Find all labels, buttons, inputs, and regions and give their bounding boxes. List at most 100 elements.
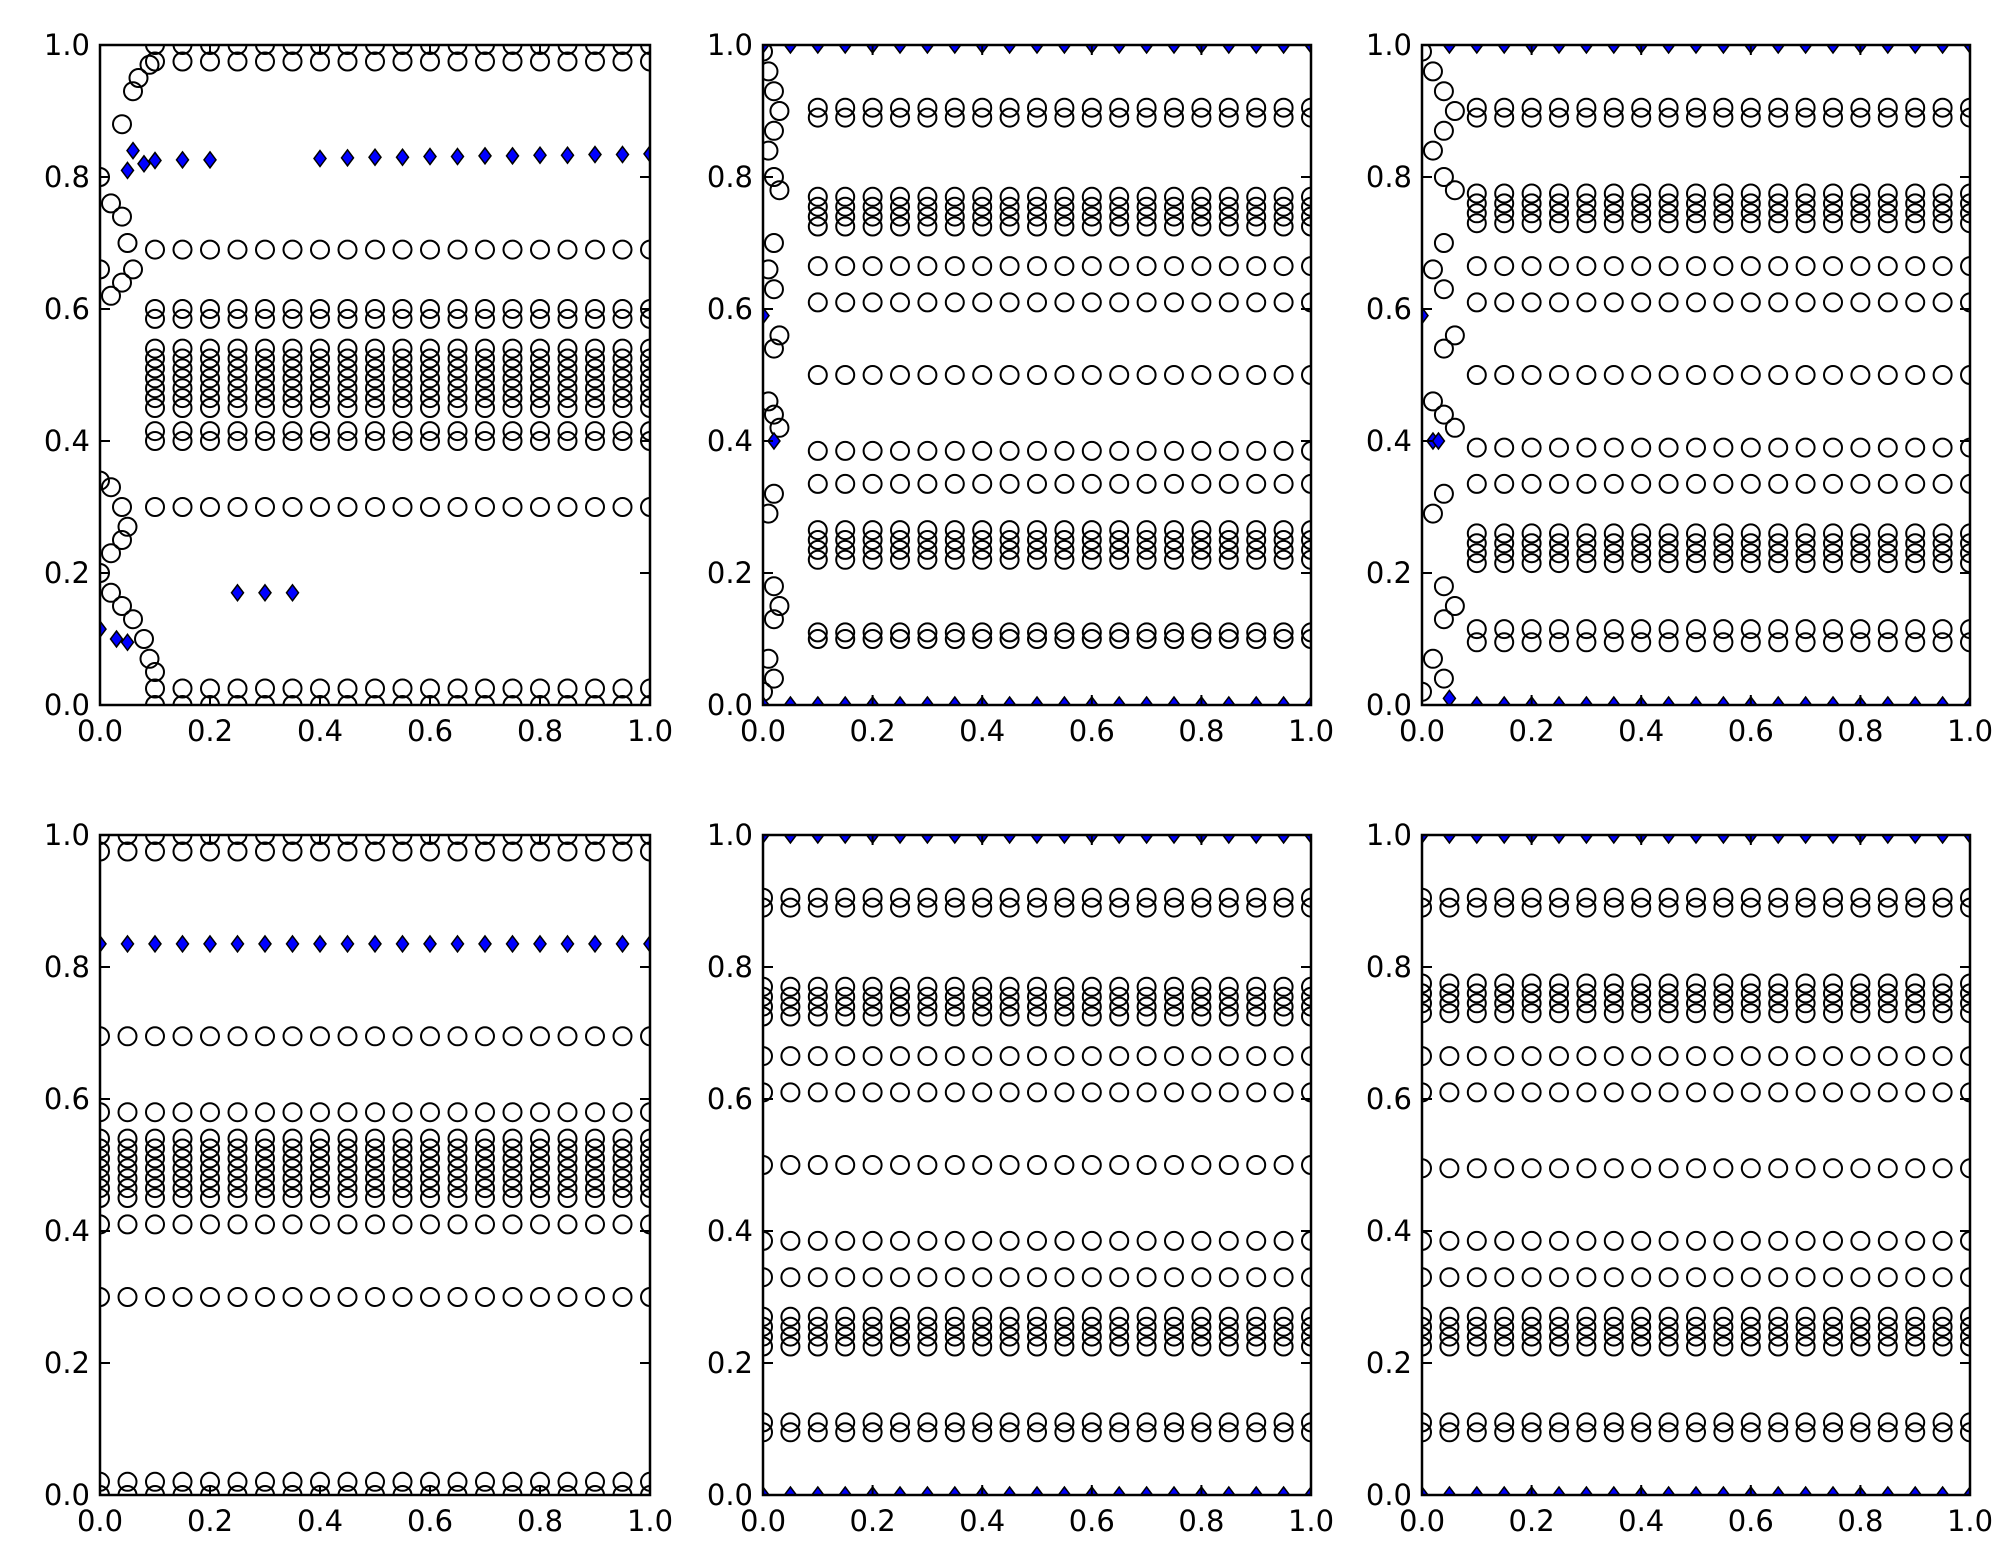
circle-point <box>1905 1046 1926 1067</box>
circle-point <box>530 1138 550 1159</box>
circle-point <box>1740 533 1761 554</box>
circle-point <box>1439 1422 1460 1443</box>
circle-point <box>1164 1412 1184 1433</box>
circle-point <box>862 1412 883 1433</box>
circle-point <box>1136 539 1157 560</box>
circle-point <box>1603 1326 1624 1347</box>
circle-point <box>612 1158 633 1179</box>
circle-point <box>1273 1082 1294 1103</box>
circle-point <box>1850 1326 1871 1347</box>
circle-point <box>1109 549 1130 570</box>
circle-point <box>762 648 779 669</box>
circle-point <box>835 1316 856 1337</box>
circle-point <box>1768 632 1789 653</box>
circle-point <box>200 338 220 359</box>
circle-point <box>807 539 828 560</box>
circle-point <box>1850 993 1871 1014</box>
circle-point <box>917 539 938 560</box>
circle-point <box>1905 983 1926 1004</box>
circle-point <box>1576 1046 1597 1067</box>
circle-point <box>807 530 828 550</box>
circle-point <box>420 497 440 517</box>
circle-point <box>1905 543 1926 564</box>
circle-point <box>1027 292 1047 313</box>
circle-point <box>1658 473 1679 494</box>
circle-point <box>1576 897 1597 918</box>
circle-point <box>1439 1336 1460 1357</box>
circle-point <box>1494 1158 1515 1179</box>
circle-point <box>1164 206 1184 227</box>
circle-point <box>1109 1316 1130 1337</box>
circle-point <box>1164 1155 1184 1175</box>
circle-point <box>999 206 1020 227</box>
circle-point <box>117 1178 138 1199</box>
circle-point <box>282 497 303 517</box>
circle-point <box>365 1128 385 1149</box>
circle-point <box>890 1155 910 1175</box>
circle-point <box>1768 365 1789 385</box>
circle-point <box>1164 1316 1184 1337</box>
circle-point <box>1768 213 1789 234</box>
circle-point <box>1850 1306 1871 1327</box>
circle-point <box>1191 473 1212 494</box>
circle-point <box>1466 107 1487 128</box>
circle-point <box>944 440 965 461</box>
diamond-point <box>423 934 437 954</box>
circle-point <box>612 678 633 699</box>
circle-point <box>557 358 578 379</box>
circle-point <box>117 1026 138 1047</box>
circle-point <box>612 358 633 379</box>
circle-point <box>557 1178 578 1199</box>
circle-point <box>944 986 965 1007</box>
circle-point <box>1027 976 1047 997</box>
circle-point <box>1877 1306 1898 1327</box>
circle-point <box>282 348 303 369</box>
circle-point <box>365 497 385 517</box>
circle-point <box>972 1267 993 1288</box>
circle-point <box>1164 256 1184 277</box>
circle-point <box>1877 1267 1898 1288</box>
circle-point <box>172 388 193 409</box>
circle-point <box>1905 183 1926 204</box>
circle-point <box>1466 1306 1487 1327</box>
circle-point <box>310 398 330 418</box>
circle-point <box>1768 437 1789 458</box>
circle-point <box>1494 553 1515 574</box>
circle-point <box>1795 523 1816 544</box>
circle-point <box>1521 213 1542 234</box>
y-tick-label: 0.2 <box>707 1346 753 1380</box>
circle-point <box>365 308 385 329</box>
circle-point <box>1246 539 1267 560</box>
circle-point <box>1850 632 1871 653</box>
circle-point <box>1658 107 1679 128</box>
circle-point <box>944 1422 965 1443</box>
circle-point <box>769 180 790 201</box>
circle-point <box>447 1188 468 1208</box>
circle-point <box>1273 1046 1294 1067</box>
circle-point <box>1494 193 1515 214</box>
x-tick-label: 0.2 <box>187 1504 233 1538</box>
circle-point <box>1027 539 1047 560</box>
circle-point <box>972 473 993 494</box>
circle-point <box>612 368 633 389</box>
circle-point <box>1932 523 1953 544</box>
circle-point <box>1494 203 1515 224</box>
circle-point <box>1795 183 1816 204</box>
circle-point <box>475 308 495 329</box>
circle-point <box>1191 365 1212 385</box>
circle-point <box>1494 619 1515 640</box>
x-tick-label: 1.0 <box>627 714 673 748</box>
circle-point <box>1136 292 1157 313</box>
circle-point <box>917 1412 938 1433</box>
circle-point <box>1109 216 1130 237</box>
circle-point <box>145 1102 165 1123</box>
circle-point <box>1494 533 1515 554</box>
circle-point <box>337 388 358 409</box>
circle-point <box>1109 1046 1130 1067</box>
circle-point <box>944 1230 965 1251</box>
y-tick-label: 0.8 <box>707 950 753 984</box>
circle-point <box>1549 1336 1569 1357</box>
circle-point <box>337 378 358 399</box>
circle-point <box>1905 256 1926 277</box>
circle-point <box>1932 183 1953 204</box>
